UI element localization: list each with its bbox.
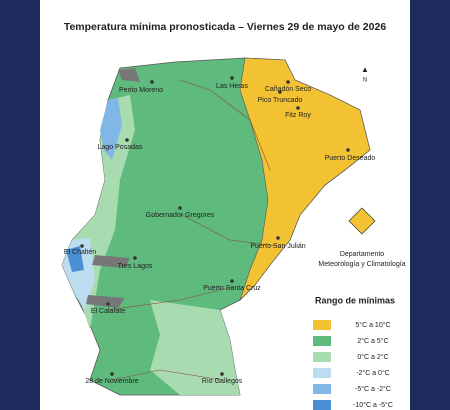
city-label: Puerto Deseado — [325, 155, 376, 162]
city-marker — [110, 372, 114, 376]
lake — [118, 68, 140, 82]
city-label: Pico Truncado — [258, 97, 303, 104]
city-marker — [276, 236, 280, 240]
lake — [86, 295, 125, 308]
institution-line: Meteorología y Climatología — [318, 261, 405, 268]
legend-swatch — [313, 336, 331, 346]
legend-label: -5°C a -2°C — [355, 385, 391, 393]
city-label: Las Heras — [216, 83, 248, 90]
city-marker — [296, 106, 300, 110]
city-label: Puerto San Julián — [250, 243, 305, 250]
cold-zone — [100, 98, 122, 160]
legend-label: 0°C a 2°C — [357, 353, 388, 361]
city-label: 28 de Noviembre — [85, 378, 138, 385]
city-label: Fitz Roy — [285, 112, 311, 119]
legend-swatch — [313, 384, 331, 394]
city-label: Cañadón Seco — [265, 86, 311, 93]
city-marker — [230, 279, 234, 283]
city-label: Perito Moreno — [119, 87, 163, 94]
lake — [92, 255, 130, 268]
city-marker — [346, 148, 350, 152]
legend-swatch — [313, 352, 331, 362]
city-label: Lago Posadas — [98, 144, 143, 151]
city-label: Gobernador Gregores — [146, 212, 215, 219]
legend-swatch — [313, 368, 331, 378]
city-label: El Calafate — [91, 308, 125, 315]
city-marker — [220, 372, 224, 376]
city-marker — [133, 256, 137, 260]
city-label: El Chaltén — [64, 249, 96, 256]
legend: 5°C a 10°C 2°C a 5°C 0°C a 2°C -2°C a 0°C -5… — [313, 320, 393, 410]
city-marker — [150, 80, 154, 84]
legend-label: -2°C a 0°C — [356, 369, 390, 377]
north-arrow: ▲ — [361, 65, 369, 74]
mild-zone — [150, 300, 240, 395]
city-label: Tres Lagos — [118, 263, 153, 270]
institution-line: Departamento — [340, 251, 384, 258]
cold-zone — [66, 246, 84, 272]
title: Temperatura mínima pronosticada – Vierne… — [64, 21, 386, 33]
legend-title: Rango de mínimas — [315, 295, 395, 305]
legend-label: -10°C a -5°C — [353, 401, 393, 409]
legend-label: 5°C a 10°C — [355, 321, 390, 329]
warm-zone — [239, 57, 371, 301]
city-marker — [80, 244, 84, 248]
logo — [348, 207, 376, 235]
legend-swatch — [313, 400, 331, 410]
city-marker — [286, 80, 290, 84]
city-marker — [178, 206, 182, 210]
north-label: N — [363, 78, 367, 84]
city-marker — [230, 76, 234, 80]
city-label: Puerto Santa Cruz — [203, 285, 261, 292]
city-marker — [278, 90, 282, 94]
cities: Perito Moreno Las Heras Cañadón Seco Pico T… — [64, 76, 376, 385]
city-marker — [106, 302, 110, 306]
legend-label: 2°C a 5°C — [357, 337, 388, 345]
legend-swatch — [313, 320, 331, 330]
roads — [107, 79, 279, 381]
map: ▲ N — [61, 57, 376, 396]
city-label: Río Gallegos — [202, 378, 243, 385]
city-marker — [125, 138, 129, 142]
